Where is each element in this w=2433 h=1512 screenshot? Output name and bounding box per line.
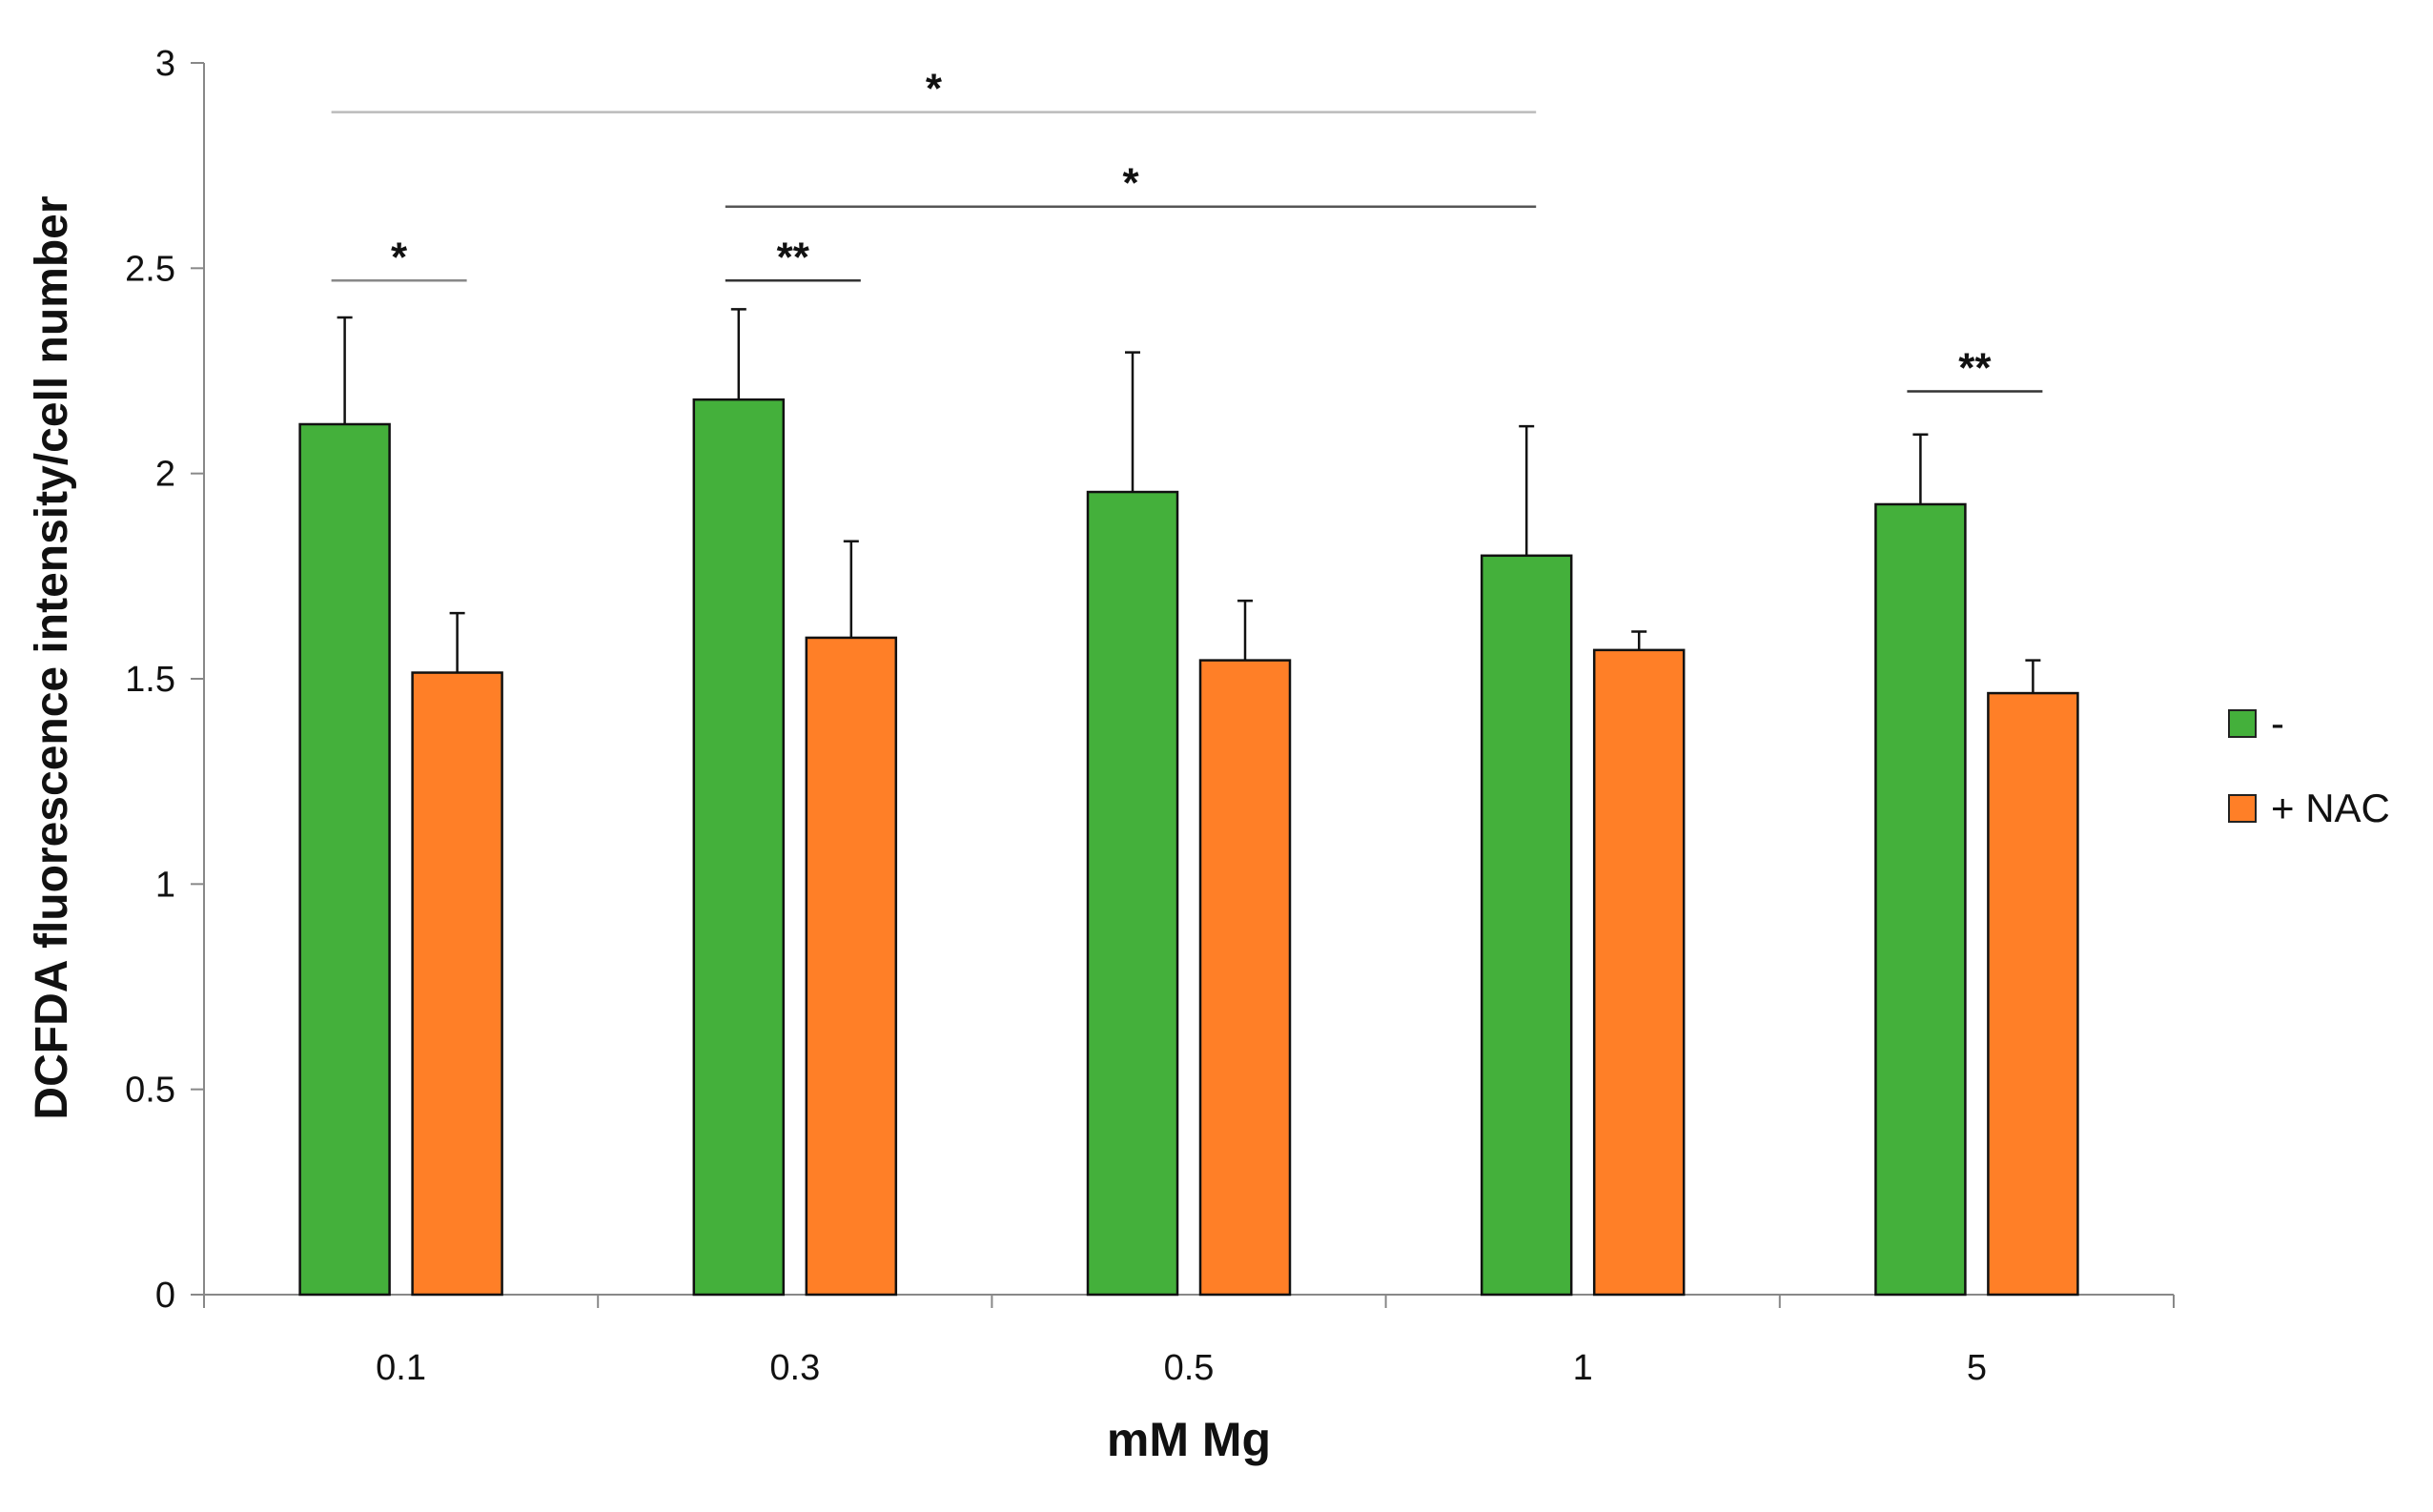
bar bbox=[805, 636, 898, 1297]
significance-label: ** bbox=[777, 234, 810, 280]
significance-label: * bbox=[926, 66, 943, 112]
significance-label: * bbox=[1122, 160, 1139, 207]
significance-label: ** bbox=[1958, 345, 1992, 392]
y-tick-label: 1 bbox=[155, 865, 175, 905]
y-tick-label: 0.5 bbox=[125, 1071, 175, 1111]
x-tick-label: 5 bbox=[1967, 1348, 1987, 1388]
x-tick-labels: 0.1 0.3 0.5 1 5 bbox=[376, 1348, 1987, 1388]
bar bbox=[1198, 659, 1292, 1297]
y-tick-label: 2 bbox=[155, 455, 175, 495]
bar bbox=[1874, 502, 1967, 1297]
bar bbox=[411, 671, 503, 1297]
significance-label: * bbox=[391, 234, 408, 280]
bar bbox=[1480, 554, 1573, 1297]
legend-label-minus: - bbox=[2271, 701, 2284, 746]
legend-label-nac: + NAC bbox=[2271, 786, 2390, 830]
bar bbox=[692, 398, 786, 1297]
axes bbox=[191, 62, 2175, 1308]
legend: - + NAC bbox=[2228, 701, 2390, 830]
bar bbox=[298, 422, 391, 1297]
x-tick-label: 0.1 bbox=[376, 1348, 426, 1388]
legend-swatch-minus bbox=[2228, 709, 2257, 738]
y-tick-label: 0 bbox=[155, 1276, 175, 1316]
x-tick-label: 0.5 bbox=[1164, 1348, 1215, 1388]
bar bbox=[1987, 691, 2079, 1297]
bar bbox=[1592, 648, 1686, 1297]
y-tick-label: 1.5 bbox=[125, 660, 175, 700]
legend-swatch-nac bbox=[2228, 794, 2257, 823]
x-tick-label: 0.3 bbox=[769, 1348, 820, 1388]
x-axis-title: mM Mg bbox=[1107, 1413, 1271, 1466]
y-tick-label: 2.5 bbox=[125, 249, 175, 289]
y-tick-labels: 0 0.5 1 1.5 2 2.5 3 bbox=[125, 44, 175, 1316]
x-tick-label: 1 bbox=[1573, 1348, 1593, 1388]
y-axis-title: DCFDA fluorescence intensity/cell number bbox=[27, 195, 77, 1119]
y-tick-label: 3 bbox=[155, 44, 175, 84]
significance-annotations: * ****** bbox=[331, 66, 2043, 393]
bar bbox=[1086, 490, 1179, 1297]
bars bbox=[298, 308, 2079, 1297]
